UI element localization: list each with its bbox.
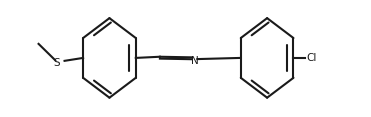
Text: N: N [191, 56, 198, 66]
Text: S: S [54, 58, 60, 68]
Text: Cl: Cl [307, 53, 317, 63]
